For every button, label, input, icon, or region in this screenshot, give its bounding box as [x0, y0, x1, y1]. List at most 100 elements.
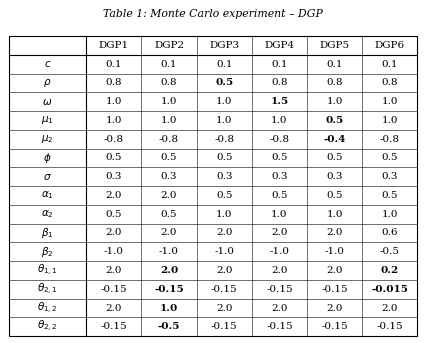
Text: -0.8: -0.8	[270, 135, 289, 144]
Text: 0.5: 0.5	[382, 191, 398, 200]
Text: -0.015: -0.015	[371, 285, 408, 294]
Text: 0.2: 0.2	[381, 266, 399, 275]
Text: DGP5: DGP5	[320, 41, 350, 50]
Text: DGP3: DGP3	[209, 41, 239, 50]
Text: -0.5: -0.5	[158, 322, 180, 331]
Text: $\alpha_1$: $\alpha_1$	[41, 190, 54, 201]
Text: $\beta_2$: $\beta_2$	[41, 245, 54, 259]
Text: -0.15: -0.15	[321, 322, 348, 331]
Text: 2.0: 2.0	[106, 266, 122, 275]
Text: Table 1: Monte Carlo experiment – DGP: Table 1: Monte Carlo experiment – DGP	[103, 9, 323, 19]
Text: -0.15: -0.15	[154, 285, 184, 294]
Text: 0.8: 0.8	[271, 79, 288, 87]
Text: 0.3: 0.3	[106, 172, 122, 181]
Text: -0.15: -0.15	[211, 285, 238, 294]
Text: 1.5: 1.5	[271, 97, 288, 106]
Text: -0.5: -0.5	[380, 247, 400, 256]
Text: 0.3: 0.3	[216, 172, 233, 181]
Text: 0.5: 0.5	[216, 153, 233, 163]
Text: 1.0: 1.0	[382, 116, 398, 125]
Text: 2.0: 2.0	[271, 228, 288, 237]
Text: $c$: $c$	[43, 59, 51, 69]
Text: 1.0: 1.0	[216, 210, 233, 219]
Text: $\beta_1$: $\beta_1$	[41, 226, 54, 240]
Text: $\mu_1$: $\mu_1$	[41, 115, 54, 127]
Text: -1.0: -1.0	[214, 247, 234, 256]
Text: 1.0: 1.0	[160, 304, 178, 312]
Text: 1.0: 1.0	[382, 97, 398, 106]
Text: $\sigma$: $\sigma$	[43, 172, 52, 182]
Text: 2.0: 2.0	[106, 191, 122, 200]
Text: 2.0: 2.0	[326, 266, 343, 275]
Text: 2.0: 2.0	[216, 304, 233, 312]
Text: -1.0: -1.0	[159, 247, 179, 256]
Text: -0.8: -0.8	[380, 135, 400, 144]
Text: 0.5: 0.5	[161, 153, 177, 163]
Text: 0.1: 0.1	[216, 60, 233, 69]
Text: -0.15: -0.15	[321, 285, 348, 294]
Text: 0.3: 0.3	[326, 172, 343, 181]
Text: 2.0: 2.0	[216, 266, 233, 275]
Text: 0.5: 0.5	[326, 153, 343, 163]
Text: DGP4: DGP4	[265, 41, 294, 50]
Text: $\omega$: $\omega$	[42, 97, 52, 107]
Text: -0.8: -0.8	[159, 135, 179, 144]
Text: 0.5: 0.5	[216, 191, 233, 200]
Text: 0.1: 0.1	[382, 60, 398, 69]
Text: 0.5: 0.5	[215, 79, 233, 87]
Text: -1.0: -1.0	[325, 247, 345, 256]
Text: 0.8: 0.8	[382, 79, 398, 87]
Text: 1.0: 1.0	[106, 97, 122, 106]
Text: -0.15: -0.15	[101, 322, 127, 331]
Text: -0.15: -0.15	[377, 322, 403, 331]
Text: 0.3: 0.3	[271, 172, 288, 181]
Text: 0.8: 0.8	[161, 79, 177, 87]
Text: 1.0: 1.0	[326, 210, 343, 219]
Text: 0.8: 0.8	[326, 79, 343, 87]
Text: 0.1: 0.1	[106, 60, 122, 69]
Text: 1.0: 1.0	[382, 210, 398, 219]
Text: 1.0: 1.0	[271, 116, 288, 125]
Text: 2.0: 2.0	[161, 228, 177, 237]
Text: 1.0: 1.0	[106, 116, 122, 125]
Text: DGP2: DGP2	[154, 41, 184, 50]
Text: -1.0: -1.0	[270, 247, 289, 256]
Text: $\theta_{1,2}$: $\theta_{1,2}$	[37, 300, 58, 316]
Text: 1.0: 1.0	[216, 97, 233, 106]
Text: 2.0: 2.0	[326, 304, 343, 312]
Text: 1.0: 1.0	[271, 210, 288, 219]
Text: 2.0: 2.0	[160, 266, 178, 275]
Text: 0.1: 0.1	[326, 60, 343, 69]
Text: DGP6: DGP6	[375, 41, 405, 50]
Text: $\theta_{2,2}$: $\theta_{2,2}$	[37, 319, 58, 334]
Text: $\alpha_2$: $\alpha_2$	[41, 208, 54, 220]
Text: 2.0: 2.0	[216, 228, 233, 237]
Text: 1.0: 1.0	[326, 97, 343, 106]
Text: $\rho$: $\rho$	[43, 77, 52, 89]
Text: 2.0: 2.0	[271, 304, 288, 312]
Text: -0.4: -0.4	[323, 135, 346, 144]
Text: 0.5: 0.5	[106, 153, 122, 163]
Text: 2.0: 2.0	[271, 266, 288, 275]
Text: 0.1: 0.1	[161, 60, 177, 69]
Text: 0.6: 0.6	[382, 228, 398, 237]
Text: -0.8: -0.8	[214, 135, 234, 144]
Text: 0.1: 0.1	[271, 60, 288, 69]
Text: 2.0: 2.0	[326, 228, 343, 237]
Text: -0.15: -0.15	[266, 322, 293, 331]
Text: 0.3: 0.3	[161, 172, 177, 181]
Text: 1.0: 1.0	[161, 116, 177, 125]
Text: 1.0: 1.0	[216, 116, 233, 125]
Text: -0.8: -0.8	[104, 135, 124, 144]
Text: 0.5: 0.5	[326, 191, 343, 200]
Text: 0.5: 0.5	[271, 153, 288, 163]
Text: -0.15: -0.15	[266, 285, 293, 294]
Text: 0.5: 0.5	[106, 210, 122, 219]
Text: 2.0: 2.0	[106, 228, 122, 237]
Text: -0.15: -0.15	[101, 285, 127, 294]
Text: $\phi$: $\phi$	[43, 151, 52, 165]
Text: 2.0: 2.0	[106, 304, 122, 312]
Text: 0.5: 0.5	[271, 191, 288, 200]
Text: $\theta_{2,1}$: $\theta_{2,1}$	[37, 282, 58, 297]
Text: 0.8: 0.8	[106, 79, 122, 87]
